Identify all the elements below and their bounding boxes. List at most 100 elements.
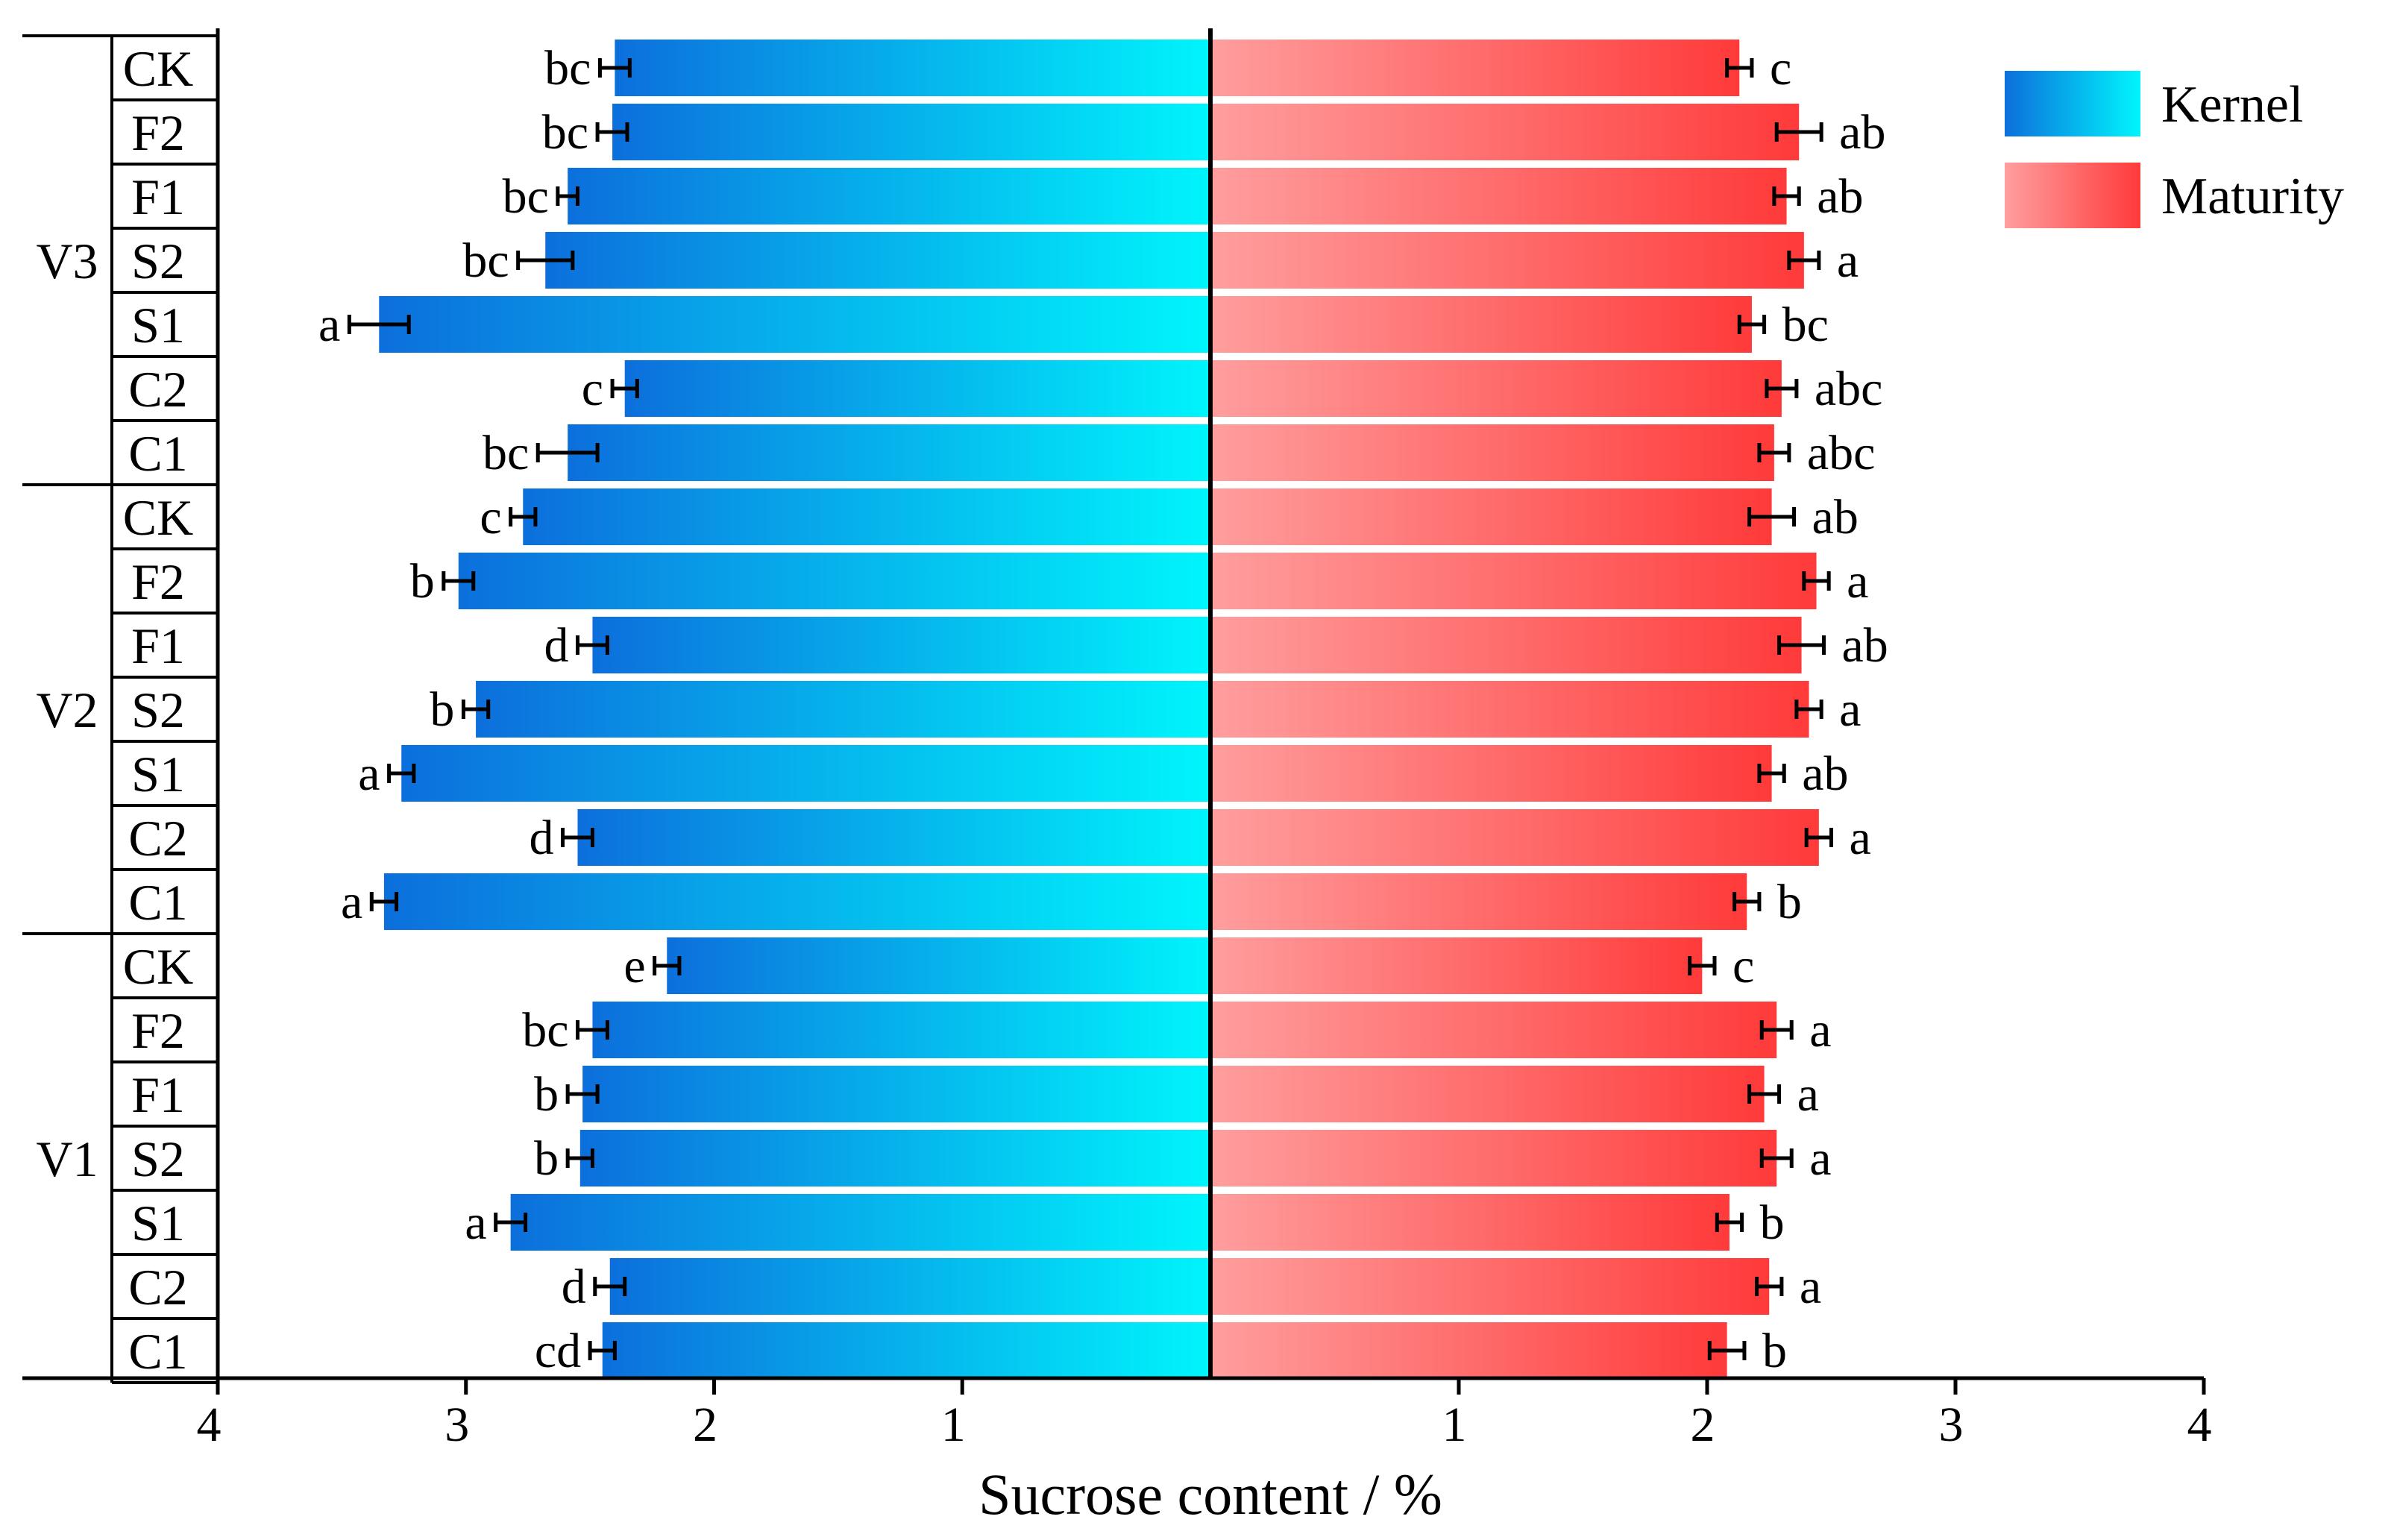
x-tick-label-right: 4 [2187, 1398, 2212, 1452]
kernel-bar-V2-F2 [458, 553, 1210, 609]
maturity-sig-label: a [1809, 1131, 1831, 1186]
maturity-sig-label: ab [1842, 618, 1888, 673]
bars-layer [347, 40, 1833, 1379]
maturity-sig-label: b [1777, 875, 1802, 929]
maturity-error-bar [1772, 186, 1801, 206]
treatment-label: CK [123, 489, 193, 546]
treatment-label: S2 [131, 682, 185, 738]
treatment-label: F1 [131, 169, 185, 225]
treatment-label: F2 [131, 104, 185, 161]
maturity-bar-V1-C2 [1210, 1258, 1770, 1315]
maturity-sig-label: ab [1817, 169, 1863, 224]
treatment-label: S1 [131, 1195, 185, 1251]
kernel-bar-V3-S2 [545, 232, 1210, 289]
kernel-bar-V2-C1 [383, 873, 1210, 930]
kernel-bar-V3-C2 [624, 360, 1210, 417]
kernel-sig-label: cd [535, 1324, 581, 1378]
maturity-sig-label: ab [1839, 105, 1885, 160]
maturity-bar-V3-S2 [1210, 232, 1804, 289]
maturity-error-bar [1802, 571, 1831, 591]
kernel-sig-label: e [623, 939, 645, 993]
treatment-label: C1 [128, 1323, 187, 1380]
legend-swatch-kernel [2005, 71, 2140, 136]
treatment-label: F1 [131, 617, 185, 674]
maturity-error-bar [1737, 315, 1767, 334]
maturity-sig-label: a [1800, 1260, 1821, 1314]
maturity-error-bar [1757, 764, 1786, 783]
maturity-bar-V2-C1 [1210, 873, 1747, 930]
maturity-sig-label: abc [1815, 362, 1883, 416]
kernel-sig-label: bc [544, 41, 591, 95]
kernel-sig-label: a [465, 1195, 486, 1250]
maturity-bar-V3-C2 [1210, 360, 1782, 417]
kernel-sig-label: bc [462, 233, 509, 288]
kernel-error-bar [575, 635, 609, 655]
maturity-error-bar [1747, 507, 1797, 527]
kernel-error-bar [588, 1341, 617, 1360]
maturity-error-bar [1804, 828, 1833, 847]
treatment-label: C2 [128, 810, 187, 867]
maturity-error-bar [1707, 1341, 1747, 1360]
kernel-sig-label: c [480, 490, 501, 544]
maturity-sig-label: bc [1782, 298, 1829, 352]
kernel-bar-V3-F2 [612, 104, 1210, 160]
maturity-bar-V1-F1 [1210, 1066, 1765, 1122]
maturity-bar-V2-F2 [1210, 553, 1817, 609]
x-tick-label-left: 1 [941, 1398, 966, 1452]
kernel-error-bar [595, 122, 629, 142]
kernel-bar-V3-F1 [568, 168, 1210, 224]
kernel-bar-V1-S1 [510, 1194, 1210, 1251]
maturity-error-bar [1715, 1213, 1744, 1232]
maturity-bar-V2-C2 [1210, 809, 1819, 866]
x-tick-label-right: 3 [1939, 1398, 1964, 1452]
treatment-label: CK [123, 938, 193, 995]
kernel-error-bar [516, 251, 575, 270]
kernel-error-bar [597, 58, 632, 78]
kernel-sig-label: c [582, 362, 603, 416]
group-label-V3: V3 [36, 233, 98, 289]
kernel-sig-label: bc [503, 169, 549, 224]
kernel-sig-label: d [544, 618, 568, 673]
x-tick-label-left: 3 [444, 1398, 469, 1452]
maturity-bar-V1-S2 [1210, 1130, 1777, 1187]
maturity-sig-label: a [1847, 554, 1868, 609]
legend: Kernel Maturity [2005, 71, 2344, 228]
kernel-sig-label: bc [542, 105, 588, 160]
kernel-sig-label: b [534, 1067, 559, 1122]
kernel-sig-label: d [530, 811, 554, 865]
treatment-label: F2 [131, 1002, 185, 1059]
kernel-sig-label: a [358, 747, 380, 801]
x-tick-label-left: 2 [693, 1398, 717, 1452]
maturity-sig-label: ab [1802, 747, 1848, 801]
maturity-bar-V3-CK [1210, 40, 1740, 96]
kernel-bar-V1-F1 [582, 1066, 1210, 1122]
maturity-sig-label: abc [1807, 426, 1876, 480]
maturity-error-bar [1688, 956, 1717, 975]
kernel-sig-label: b [534, 1131, 559, 1186]
kernel-error-bar [593, 1277, 627, 1296]
maturity-bar-V2-F1 [1210, 617, 1802, 673]
kernel-bar-V1-F2 [592, 1002, 1210, 1058]
treatment-label: F2 [131, 553, 185, 610]
kernel-error-bar [556, 186, 579, 206]
maturity-bar-V1-S1 [1210, 1194, 1729, 1251]
kernel-error-bar [369, 892, 399, 911]
kernel-error-bar [565, 1148, 594, 1168]
maturity-sig-label: a [1839, 682, 1861, 737]
kernel-sig-label: b [430, 682, 454, 737]
maturity-error-bar [1774, 122, 1823, 142]
kernel-error-bar [565, 1084, 600, 1104]
group-label-V1: V1 [36, 1131, 98, 1187]
treatment-label: C2 [128, 1259, 187, 1316]
maturity-error-bar [1732, 892, 1762, 911]
treatment-label: S1 [131, 746, 185, 802]
legend-label-kernel: Kernel [2161, 76, 2303, 133]
kernel-error-bar [653, 956, 682, 975]
kernel-error-bar [387, 764, 416, 783]
maturity-sig-label: a [1837, 233, 1859, 288]
maturity-bar-V1-C1 [1210, 1322, 1727, 1379]
maturity-sig-label: a [1850, 811, 1871, 865]
maturity-sig-label: b [1760, 1195, 1785, 1250]
kernel-bar-V3-S1 [379, 296, 1211, 353]
kernel-error-bar [575, 1020, 609, 1040]
